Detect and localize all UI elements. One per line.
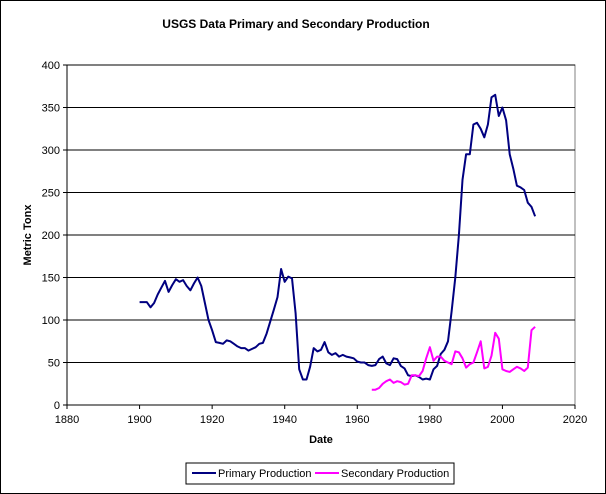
y-tick-label-50: 50 [48,358,60,370]
y-tick-label-0: 0 [54,400,60,412]
series-group [139,93,537,391]
gridlines [67,64,575,363]
legend-label-primary: Primary Production [218,468,312,480]
legend: Primary Production Secondary Production [185,462,455,485]
series-line-primary-production [139,93,537,381]
y-axis-label: Metric Tonx [22,204,34,266]
x-tick-label-1980: 1980 [418,414,442,426]
x-tick-label-2020: 2020 [563,414,587,426]
y-tick-labels: 0 50 100 150 200 250 300 350 400 [42,60,67,412]
x-tick-labels: 1880 1900 1920 1940 1960 1980 2000 2020 [55,405,587,426]
x-tick-label-2000: 2000 [490,414,514,426]
x-tick-label-1960: 1960 [345,414,369,426]
x-axis-label: Date [309,434,333,446]
y-tick-label-400: 400 [42,60,60,72]
x-tick-label-1940: 1940 [272,414,296,426]
y-tick-label-300: 300 [42,145,60,157]
series-line-secondary-production [371,326,536,391]
y-tick-label-350: 350 [42,103,60,115]
x-tick-label-1920: 1920 [200,414,224,426]
legend-label-secondary: Secondary Production [341,468,449,480]
chart-title: USGS Data Primary and Secondary Producti… [162,17,429,31]
x-tick-label-1900: 1900 [127,414,151,426]
y-tick-label-150: 150 [42,273,60,285]
y-tick-label-100: 100 [42,315,60,327]
y-tick-label-200: 200 [42,230,60,242]
y-tick-label-250: 250 [42,188,60,200]
x-tick-label-1880: 1880 [55,414,79,426]
